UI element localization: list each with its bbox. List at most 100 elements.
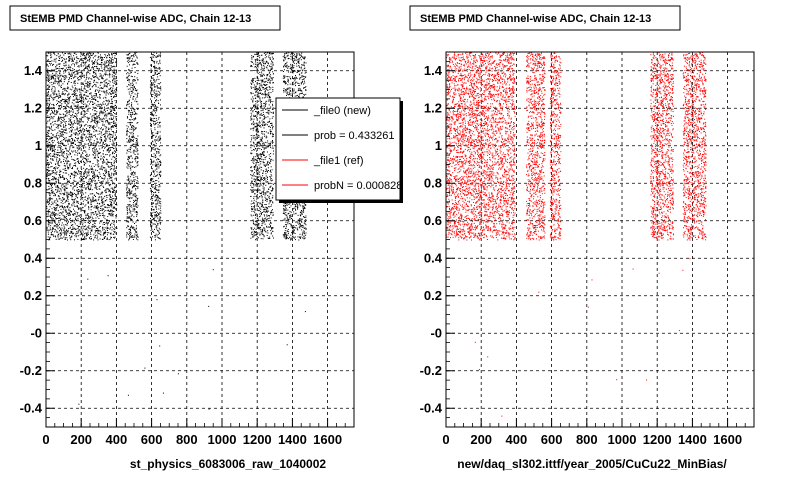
data-point bbox=[106, 232, 108, 234]
data-point bbox=[136, 138, 138, 140]
data-point bbox=[94, 187, 96, 189]
data-point bbox=[60, 199, 62, 201]
data-point bbox=[99, 76, 101, 78]
data-point bbox=[90, 214, 92, 216]
data-point bbox=[57, 233, 59, 235]
data-point bbox=[50, 62, 52, 64]
data-point bbox=[160, 86, 162, 88]
data-point bbox=[96, 192, 97, 194]
data-point bbox=[107, 134, 109, 136]
data-point bbox=[94, 226, 96, 228]
data-point bbox=[47, 223, 49, 225]
data-point bbox=[100, 54, 101, 56]
data-point bbox=[85, 217, 87, 219]
data-point bbox=[112, 143, 114, 145]
data-point bbox=[52, 219, 54, 221]
data-point bbox=[159, 160, 161, 162]
data-point bbox=[129, 123, 131, 125]
data-point bbox=[114, 110, 116, 112]
data-point bbox=[111, 54, 113, 56]
data-point bbox=[59, 142, 61, 144]
data-point bbox=[130, 145, 132, 147]
data-point bbox=[59, 70, 61, 72]
data-point bbox=[93, 222, 95, 224]
data-point bbox=[76, 201, 78, 203]
data-point bbox=[251, 108, 253, 110]
data-point bbox=[131, 106, 133, 108]
data-point bbox=[131, 71, 132, 73]
data-point bbox=[103, 80, 105, 82]
data-point bbox=[110, 149, 112, 151]
data-point bbox=[56, 191, 58, 193]
data-point bbox=[160, 216, 162, 218]
data-point bbox=[53, 136, 55, 138]
data-point bbox=[48, 233, 49, 235]
data-point bbox=[153, 147, 155, 149]
data-point bbox=[49, 222, 51, 224]
data-point bbox=[152, 144, 154, 146]
data-point bbox=[47, 115, 49, 117]
data-point bbox=[102, 70, 104, 72]
data-point bbox=[113, 210, 115, 212]
data-point bbox=[95, 114, 96, 115]
data-point bbox=[88, 52, 90, 54]
data-point bbox=[77, 106, 79, 108]
data-point bbox=[64, 53, 66, 54]
data-point bbox=[87, 69, 89, 71]
data-point bbox=[135, 157, 137, 159]
data-point bbox=[129, 227, 131, 229]
data-point bbox=[92, 75, 94, 76]
data-point bbox=[132, 194, 134, 196]
data-point bbox=[80, 221, 82, 223]
data-point bbox=[157, 212, 158, 214]
data-point bbox=[87, 226, 89, 228]
data-point bbox=[65, 61, 67, 63]
data-point bbox=[78, 133, 80, 135]
data-point bbox=[92, 220, 94, 222]
data-point bbox=[101, 107, 103, 109]
data-point bbox=[98, 212, 100, 214]
data-point bbox=[150, 93, 152, 95]
data-point bbox=[131, 172, 133, 174]
data-point bbox=[78, 226, 80, 227]
data-point bbox=[83, 75, 85, 77]
data-point bbox=[111, 131, 113, 132]
data-point bbox=[113, 108, 115, 110]
data-point bbox=[87, 52, 89, 54]
data-point bbox=[106, 238, 108, 240]
data-point bbox=[159, 137, 161, 139]
data-point bbox=[98, 145, 100, 147]
data-point bbox=[156, 195, 157, 196]
data-point bbox=[154, 89, 156, 91]
data-point bbox=[109, 200, 111, 202]
data-point bbox=[155, 135, 157, 137]
data-point bbox=[62, 133, 64, 135]
data-point bbox=[55, 127, 57, 129]
data-point bbox=[156, 200, 158, 202]
data-point bbox=[48, 95, 50, 97]
data-point bbox=[65, 160, 67, 162]
data-point bbox=[114, 191, 116, 193]
data-point bbox=[51, 112, 53, 113]
data-point bbox=[84, 185, 86, 187]
data-point bbox=[49, 197, 51, 199]
data-point bbox=[55, 205, 57, 206]
data-point bbox=[93, 81, 95, 83]
data-point bbox=[136, 212, 138, 213]
data-point bbox=[65, 170, 67, 171]
data-point bbox=[92, 198, 94, 200]
data-point bbox=[104, 125, 106, 127]
data-point bbox=[153, 106, 155, 108]
data-point bbox=[108, 151, 110, 153]
data-point bbox=[256, 224, 258, 226]
data-point bbox=[111, 134, 113, 136]
data-point bbox=[114, 225, 115, 227]
data-point bbox=[150, 214, 152, 216]
data-point bbox=[46, 110, 48, 111]
data-point bbox=[67, 53, 69, 55]
data-point bbox=[91, 62, 93, 64]
data-point bbox=[82, 235, 83, 237]
data-point bbox=[127, 175, 129, 177]
data-point bbox=[103, 150, 104, 152]
data-point bbox=[127, 109, 129, 111]
